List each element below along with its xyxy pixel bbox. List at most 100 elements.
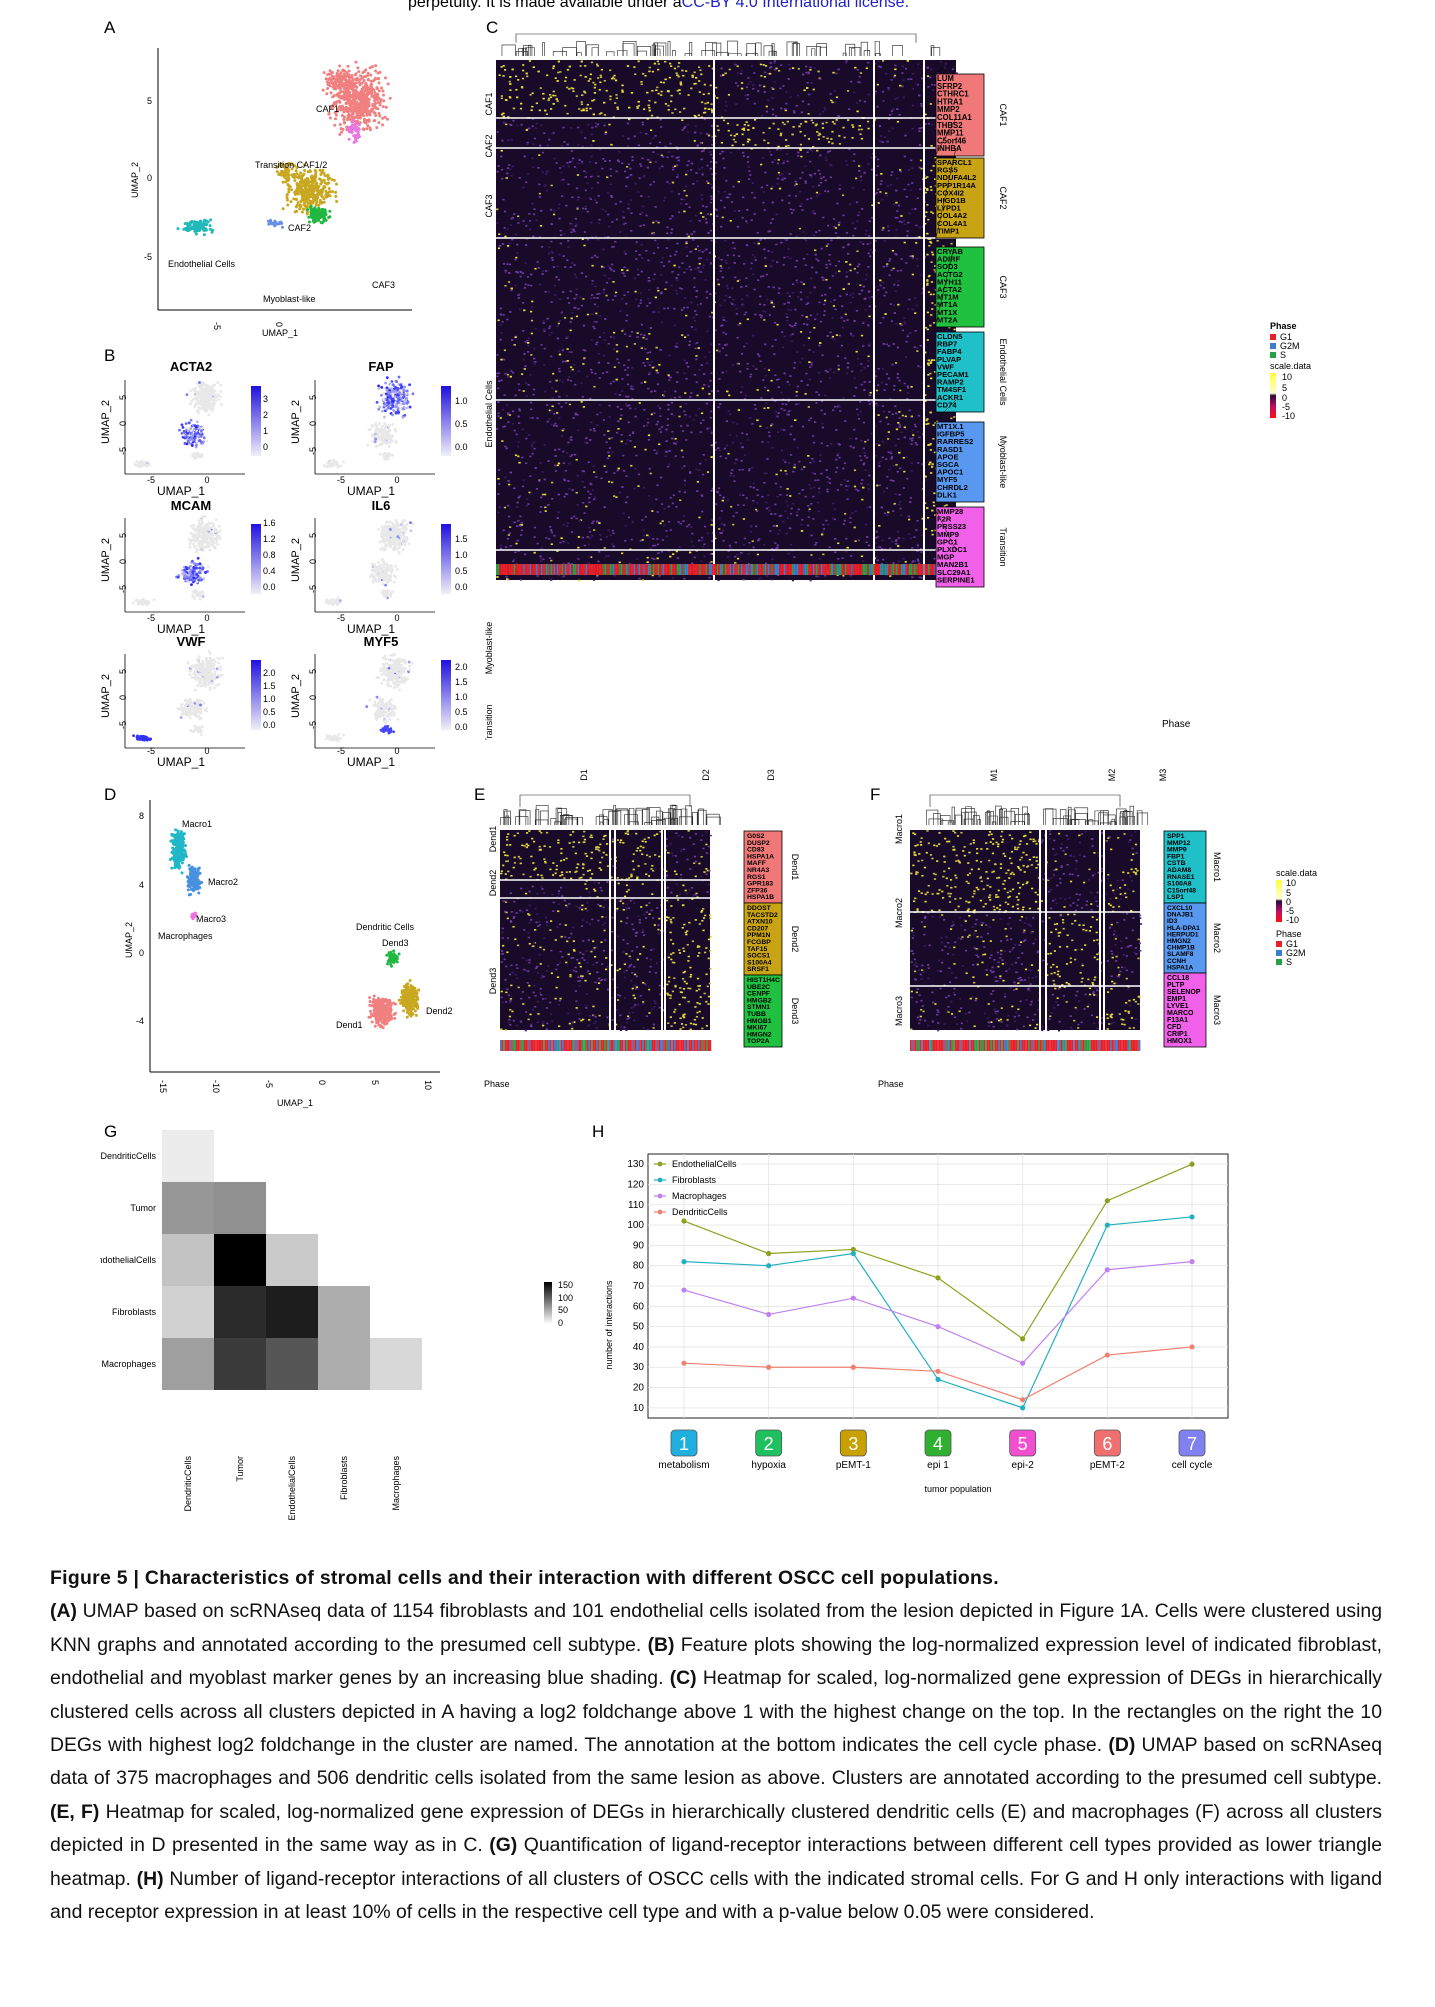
b-point — [408, 668, 412, 672]
dendrogram-branch — [552, 50, 567, 56]
b-point — [193, 701, 197, 705]
b-point — [197, 680, 200, 684]
umap-a-point — [281, 171, 285, 175]
umap-a-point — [294, 189, 298, 193]
b-point — [389, 684, 393, 688]
b-point — [211, 521, 215, 525]
dendrogram-branch — [931, 47, 941, 56]
umap-a-point — [348, 109, 352, 113]
b-point — [214, 541, 218, 545]
b-point — [182, 707, 186, 710]
umap-a-point — [381, 116, 385, 120]
b-point — [195, 420, 199, 424]
b-point — [199, 399, 202, 402]
b-point — [208, 403, 212, 407]
b-point — [393, 673, 397, 677]
b-point — [393, 544, 397, 548]
umap-a-point — [312, 187, 316, 191]
b6-scale-1: 2.0 — [455, 662, 468, 672]
b-point — [190, 676, 194, 679]
b-point — [380, 393, 383, 397]
umap-a-point — [337, 105, 341, 109]
b-point — [377, 387, 381, 390]
umap-a-point — [360, 97, 364, 101]
b-point — [193, 436, 197, 440]
b-point — [187, 421, 191, 425]
b-point — [369, 575, 372, 578]
b-point — [385, 407, 389, 411]
umap-a-point — [309, 204, 313, 208]
b-point — [209, 686, 212, 689]
b-point — [199, 455, 203, 459]
b-point — [399, 396, 403, 400]
b-point — [391, 389, 395, 393]
b-point — [192, 729, 196, 733]
b-point — [187, 573, 191, 577]
b-point — [387, 658, 391, 662]
b-point — [380, 386, 384, 389]
b-point — [397, 410, 400, 414]
b-point — [367, 428, 371, 432]
b-point — [193, 537, 197, 541]
umap-a-point — [362, 128, 366, 132]
b-point — [336, 602, 340, 606]
b-point — [217, 398, 221, 402]
b4-scale-1: 1.5 — [455, 534, 468, 544]
b-xlabel-4: UMAP_1 — [347, 622, 395, 636]
umap-a-point — [192, 222, 196, 226]
b-xlabel-2: UMAP_1 — [347, 484, 395, 498]
b-point — [190, 573, 194, 577]
b-point — [200, 406, 204, 410]
b-point — [394, 405, 398, 409]
b-point — [180, 707, 183, 711]
b-point — [210, 664, 214, 667]
b-point — [211, 383, 215, 387]
umap-a-point — [340, 104, 344, 108]
b-point — [331, 464, 335, 468]
b-point — [378, 712, 382, 716]
umap-a-point — [281, 180, 285, 184]
panel-label-f: F — [870, 785, 881, 804]
b-point — [391, 525, 394, 528]
b5-ytick-3: -5 — [118, 721, 128, 729]
umap-a-point — [352, 109, 356, 113]
b-point — [192, 565, 196, 569]
b6-scale-2: 1.5 — [455, 677, 468, 687]
b-point — [378, 427, 382, 431]
license-link[interactable]: CC-BY 4.0 International license. — [681, 0, 910, 11]
b-point — [199, 429, 203, 433]
b-point — [184, 573, 188, 577]
umap-a-point — [362, 120, 366, 124]
b-point — [381, 546, 384, 550]
b-point — [205, 409, 209, 413]
b-point — [196, 684, 199, 688]
b-point — [217, 682, 221, 686]
umap-a-point — [328, 116, 332, 120]
b-point — [143, 460, 147, 464]
b-point — [136, 603, 140, 606]
umap-a-point — [347, 100, 351, 104]
dendrogram-branch — [622, 43, 635, 56]
b-point — [392, 580, 396, 584]
umap-a-point — [323, 181, 327, 185]
b-point — [383, 569, 387, 573]
b-gene-4: IL6 — [372, 498, 391, 513]
umap-a-point — [357, 123, 361, 127]
b-point — [205, 403, 209, 407]
b-point — [201, 515, 204, 519]
umap-a-point — [373, 97, 377, 101]
b-point — [190, 399, 193, 403]
b-point — [390, 571, 393, 574]
b-point — [188, 716, 192, 720]
b-point — [185, 703, 189, 707]
b-point — [393, 529, 397, 533]
b-point — [189, 707, 193, 711]
umap-a-point — [358, 114, 362, 118]
b2-scale-1: 1.0 — [455, 396, 468, 406]
b1-scale-3: 1 — [263, 426, 268, 436]
dendrogram-branch — [806, 45, 821, 56]
umap-a-point — [364, 83, 368, 87]
umap-a-point — [379, 98, 383, 102]
b-point — [188, 402, 192, 406]
b-point — [402, 676, 405, 680]
